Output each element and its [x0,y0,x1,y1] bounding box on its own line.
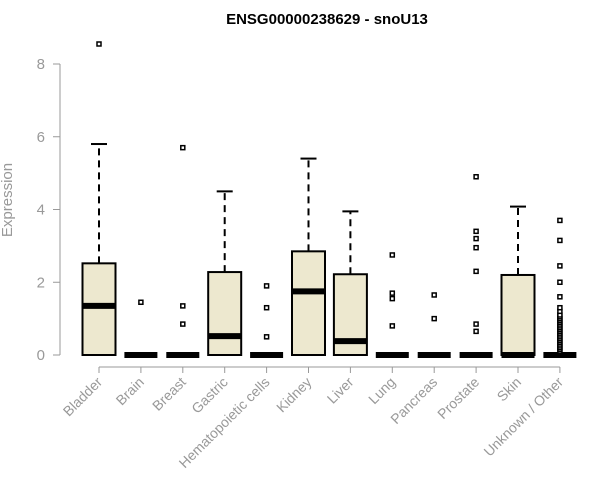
y-axis-label: Expression [0,163,16,237]
box-pancreas [417,292,451,358]
outlier-point [180,144,186,151]
outlier-point [263,304,270,311]
outlier-point [557,263,563,269]
outlier-point [473,328,479,335]
outlier-point [389,290,396,296]
outlier-point [389,295,396,302]
outlier-point [473,235,479,242]
box-lung [375,252,409,358]
box-gastric [207,190,243,356]
outlier-point [557,294,563,300]
outlier-point [263,334,270,340]
outlier-point [138,299,144,306]
box-prostate [459,174,493,358]
box-brain [124,299,158,358]
outlier-point [389,252,396,258]
outlier-point [473,268,479,275]
x-tick-label: Bladder [60,374,106,420]
outlier-point [96,41,102,47]
outlier-point [431,292,437,298]
outlier-point [389,323,396,329]
x-tick-label: Liver [324,374,357,407]
outlier-point [473,228,479,235]
x-tick-label: Brain [113,374,147,408]
outlier-point [180,321,186,327]
x-tick-label: Unknown / Other [480,374,566,460]
outlier-point [473,244,479,251]
outlier-point [263,283,270,289]
box-bladder [81,41,117,356]
outlier-point [557,237,563,244]
outlier-point [473,321,479,327]
box-body [291,250,326,356]
outlier-point [431,315,437,322]
outlier-point [180,303,186,309]
x-tick-label: Prostate [434,374,482,422]
x-tick-label: Breast [149,374,189,414]
box-body [500,273,536,357]
y-tick-label: 2 [37,274,45,291]
outlier-point [557,304,563,311]
outlier-point [557,217,563,224]
x-tick-label: Skin [494,374,525,405]
box-unknown-other [543,217,577,358]
outlier-point [473,174,479,180]
box-kidney [291,157,326,356]
box-skin [500,205,536,358]
x-tick-label: Kidney [273,374,315,416]
y-tick-label: 8 [37,56,45,73]
x-tick-label: Pancreas [387,374,440,427]
y-tick-label: 0 [37,347,45,364]
box-liver [332,210,368,356]
boxes [81,41,577,358]
outlier-point [557,279,563,285]
y-tick-label: 6 [37,129,45,146]
box-hematopoietic-cells [250,283,284,358]
y-axis: 0 2 4 6 8 [37,56,61,364]
chart-title: ENSG00000238629 - snoU13 [226,11,428,28]
box-body [207,271,243,356]
box-breast [166,144,200,358]
y-tick-label: 4 [37,202,45,219]
box-body [81,262,117,356]
x-tick-label: Lung [365,374,398,407]
